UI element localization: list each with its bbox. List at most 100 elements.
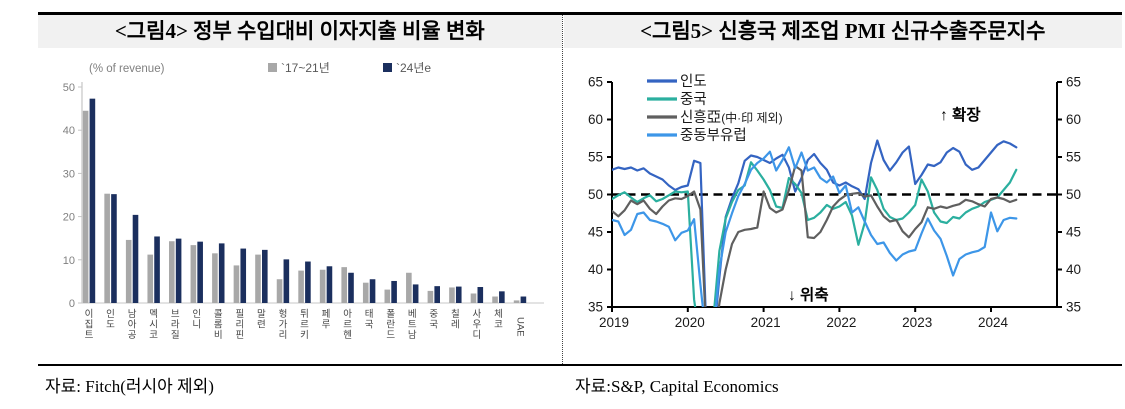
bar [255, 254, 261, 303]
bar [132, 214, 139, 303]
bar [262, 249, 268, 303]
y-tick-label-right: 55 [1066, 150, 1081, 165]
x-tick-label: 2019 [598, 315, 628, 330]
legend-label: `17~21년 [281, 61, 330, 75]
y-tick-label-right: 35 [1066, 300, 1081, 315]
bar [412, 284, 419, 303]
figure5-panel: <그림5> 신흥국 제조업 PMI 신규수출주문지수 35 35 40 40 45 45 5… [563, 15, 1122, 364]
bar [455, 286, 462, 303]
legend-label: 인도 [680, 73, 707, 90]
bar [147, 254, 154, 303]
legend-label: 중동부유럽 [680, 127, 747, 144]
bar [427, 290, 434, 303]
annotation-contract: ↓ 위축 [788, 286, 829, 304]
x-tick-label: 2022 [826, 315, 856, 330]
figure-table: <그림4> 정부 수입대비 이자지출 비율 변화 (% of revenue) `… [38, 12, 1122, 366]
bar [240, 248, 247, 303]
bar [175, 238, 182, 303]
bar [111, 194, 117, 303]
y-tick-label-left: 50 [587, 187, 602, 202]
legend-label: 신흥亞(中·印 제외) [680, 108, 783, 126]
y-tick-label: 50 [63, 82, 75, 94]
bar [391, 280, 397, 303]
series-line-3 [611, 146, 1017, 307]
bar [233, 265, 240, 303]
y-tick-label: 0 [69, 298, 75, 310]
x-tick-label: 2020 [674, 315, 704, 330]
legend-swatch [268, 63, 277, 72]
bar [470, 293, 477, 303]
y-tick-label: 10 [63, 255, 75, 267]
bar-series-0 [82, 110, 520, 303]
y-tick-label-left: 60 [587, 112, 602, 127]
bar [492, 296, 498, 303]
category-label: UAE [515, 317, 526, 337]
line-chart: 35 35 40 40 45 45 50 50 55 55 60 60 65 65 2019 2020 2021… [587, 73, 1081, 330]
y-tick-label-right: 45 [1066, 225, 1081, 240]
y-tick-label-right: 40 [1066, 262, 1081, 277]
bar [499, 291, 505, 303]
bar [89, 98, 96, 303]
figure4-chart-box: (% of revenue) `17~21년 `24년e 0 10 20 30 40 50 이 집 트… [38, 48, 562, 364]
legend-label: `24년e [396, 61, 431, 75]
bar [276, 279, 283, 303]
bar [154, 236, 160, 303]
bar [305, 261, 311, 303]
bar [449, 287, 455, 303]
unit-label: (% of revenue) [89, 63, 165, 75]
bar-chart: (% of revenue) `17~21년 `24년e 0 10 20 30 40 50 이 집 트… [63, 61, 544, 341]
bar-series-1 [89, 98, 527, 303]
figure4-panel: <그림4> 정부 수입대비 이자지출 비율 변화 (% of revenue) `… [38, 15, 562, 364]
bar [197, 241, 203, 303]
bar [362, 282, 369, 303]
y-tick-label: 20 [63, 212, 75, 224]
series-line-0 [611, 139, 1017, 307]
panel-divider [561, 15, 564, 364]
y-tick-label-left: 35 [587, 300, 602, 315]
bar [434, 286, 440, 303]
bar [283, 259, 290, 303]
bar [319, 269, 326, 303]
bar [212, 253, 218, 303]
bar [125, 239, 132, 303]
bar [190, 245, 197, 303]
bar [326, 266, 333, 303]
x-tick-label: 2024 [977, 315, 1008, 330]
bar [384, 289, 391, 303]
figure5-chart-box: 35 35 40 40 45 45 50 50 55 55 60 60 65 65 2019 2020 2021… [564, 48, 1122, 364]
bar [369, 279, 376, 303]
y-tick-label-left: 45 [587, 225, 602, 240]
figure5-source: 자료:S&P, Capital Economics [575, 377, 779, 396]
y-tick-label-right: 60 [1066, 112, 1081, 127]
x-tick-label: 2021 [750, 315, 780, 330]
legend-label: 중국 [680, 92, 707, 108]
series-line-1 [611, 161, 1017, 307]
y-tick-label: 40 [63, 125, 75, 137]
bar [104, 193, 110, 303]
bar [82, 110, 89, 303]
y-tick-label-left: 40 [587, 262, 602, 277]
source-row: 자료: Fitch(러시아 제외) 자료:S&P, Capital Econom… [0, 370, 1125, 402]
bar [218, 243, 225, 303]
bar [477, 287, 484, 303]
y-tick-label-right: 65 [1066, 75, 1081, 90]
bar [513, 300, 520, 303]
